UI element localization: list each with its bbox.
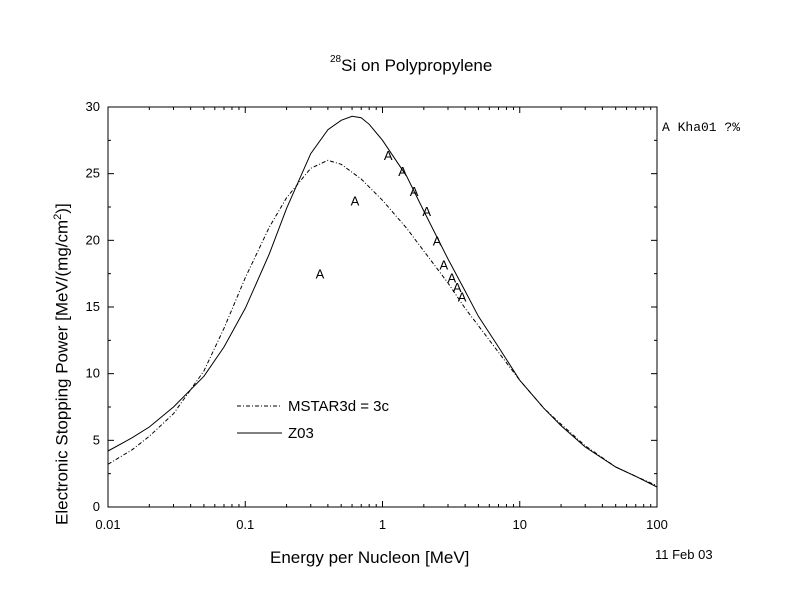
legend-label-2: Z03 xyxy=(288,425,314,442)
axes-layer: 0.01 0.1 1 10 100 0 5 10 15 20 25 30 xyxy=(86,99,668,532)
data-point-marker: A xyxy=(447,271,456,286)
x-tick-label: 1 xyxy=(379,517,386,532)
x-tick-label: 100 xyxy=(646,517,668,532)
x-tick-label: 0.1 xyxy=(236,517,254,532)
y-tick-label: 5 xyxy=(93,432,100,447)
data-point-marker: A xyxy=(410,184,419,199)
y-axis-label-superscript: 2 xyxy=(52,213,64,220)
y-tick-label: 10 xyxy=(86,366,100,381)
marker-reference-label: A Kha01 ?% xyxy=(662,120,741,135)
series-line-1 xyxy=(107,159,658,487)
chart-title: 28Si on Polypropylene xyxy=(330,54,493,76)
y-tick-label: 20 xyxy=(86,232,100,247)
data-point-marker: A xyxy=(384,148,393,163)
x-tick-label: 10 xyxy=(513,517,527,532)
data-point-marker: A xyxy=(453,280,462,295)
x-axis-label: Energy per Nucleon [MeV] xyxy=(270,548,470,567)
y-axis-label-end: )] xyxy=(52,203,72,214)
date-stamp: 11 Feb 03 xyxy=(655,547,713,562)
data-point-marker: A xyxy=(433,233,442,248)
y-tick-label: 0 xyxy=(93,499,100,514)
series-layer xyxy=(107,115,658,488)
data-point-marker: A xyxy=(440,257,449,272)
y-axis-label: Electronic Stopping Power [MeV/(mg/cm2)] xyxy=(52,203,73,525)
y-axis-label-main: Electronic Stopping Power [MeV/(mg/cm xyxy=(52,219,72,525)
legend-label-1: MSTAR3d = 3c xyxy=(288,398,390,415)
y-tick-label: 25 xyxy=(86,166,100,181)
data-point-marker: A xyxy=(351,193,360,208)
title-main: Si on Polypropylene xyxy=(341,56,493,75)
y-tick-label: 30 xyxy=(86,99,100,114)
legend: MSTAR3d = 3c Z03 xyxy=(237,398,390,442)
data-point-marker: A xyxy=(458,289,467,304)
data-point-marker: A xyxy=(398,164,407,179)
series-line-2 xyxy=(107,115,658,488)
data-point-marker: A xyxy=(422,204,431,219)
data-point-marker: A xyxy=(316,267,325,282)
x-tick-label: 0.01 xyxy=(95,517,120,532)
plot-area-frame xyxy=(107,106,658,508)
y-tick-label: 15 xyxy=(86,299,100,314)
title-superscript: 28 xyxy=(330,54,342,65)
